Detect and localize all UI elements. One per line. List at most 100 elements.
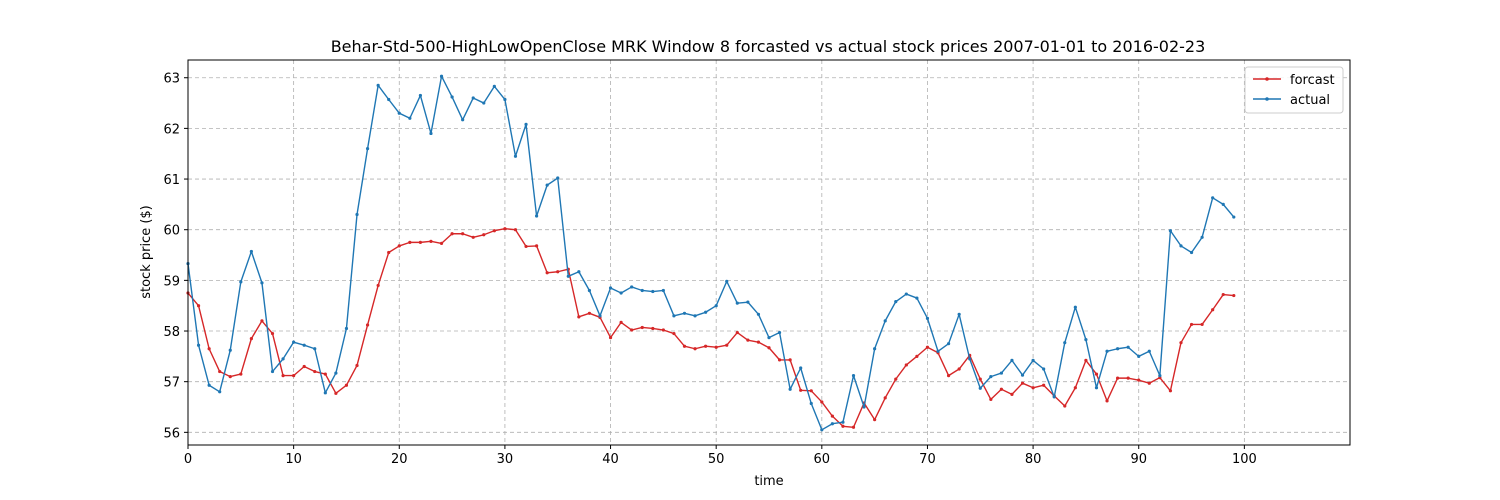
data-point-actual bbox=[883, 319, 887, 323]
data-point-forcast bbox=[661, 328, 665, 332]
data-point-actual bbox=[450, 95, 454, 99]
data-point-actual bbox=[249, 249, 253, 254]
data-point-forcast bbox=[439, 241, 444, 245]
data-point-actual bbox=[714, 304, 718, 308]
data-point-actual bbox=[851, 374, 856, 378]
y-tick-label: 59 bbox=[163, 274, 180, 289]
data-point-forcast bbox=[492, 229, 496, 233]
data-point-forcast bbox=[1010, 392, 1014, 396]
data-point-forcast bbox=[630, 328, 634, 332]
data-point-forcast bbox=[355, 363, 359, 368]
data-point-actual bbox=[788, 387, 792, 391]
data-point-forcast bbox=[672, 331, 676, 336]
data-point-actual bbox=[471, 96, 475, 100]
data-point-actual bbox=[946, 342, 951, 346]
data-point-actual bbox=[1010, 358, 1014, 362]
x-tick-label: 0 bbox=[184, 452, 192, 467]
data-point-actual bbox=[503, 97, 507, 102]
data-point-actual bbox=[1158, 374, 1162, 378]
x-tick-label: 60 bbox=[814, 452, 831, 467]
data-point-forcast bbox=[925, 345, 930, 349]
data-point-forcast bbox=[1042, 383, 1046, 387]
data-point-actual bbox=[1232, 215, 1236, 219]
data-point-forcast bbox=[608, 336, 613, 340]
data-point-actual bbox=[302, 343, 306, 347]
y-tick-label: 60 bbox=[163, 224, 180, 239]
data-point-forcast bbox=[640, 325, 644, 330]
y-axis-label: stock price ($) bbox=[139, 205, 154, 299]
data-point-forcast bbox=[799, 388, 803, 392]
data-point-actual bbox=[1063, 341, 1067, 345]
data-point-forcast bbox=[883, 396, 887, 400]
legend-label-actual: actual bbox=[1290, 93, 1330, 108]
data-point-actual bbox=[196, 343, 201, 347]
data-point-actual bbox=[482, 101, 486, 105]
y-axis: 56 57 58 59 60 61 62 63 bbox=[163, 72, 188, 441]
data-point-forcast bbox=[1031, 386, 1035, 390]
data-point-forcast bbox=[376, 283, 380, 288]
data-point-forcast bbox=[946, 374, 951, 378]
data-point-forcast bbox=[767, 346, 771, 350]
data-point-actual bbox=[1168, 229, 1173, 233]
data-point-forcast bbox=[408, 240, 412, 244]
data-point-forcast bbox=[619, 320, 623, 325]
data-point-actual bbox=[1126, 345, 1130, 349]
data-point-actual bbox=[461, 118, 465, 122]
data-point-forcast bbox=[1179, 341, 1183, 345]
data-point-forcast bbox=[873, 418, 877, 422]
data-point-forcast bbox=[820, 400, 824, 404]
data-point-actual bbox=[989, 375, 993, 379]
y-tick-label: 62 bbox=[163, 122, 180, 137]
data-point-forcast bbox=[693, 347, 697, 351]
data-point-forcast bbox=[746, 338, 750, 342]
data-point-actual bbox=[756, 312, 761, 316]
data-point-actual bbox=[1094, 386, 1099, 390]
data-point-actual bbox=[661, 288, 665, 293]
data-point-actual bbox=[365, 147, 370, 151]
x-tick-label: 20 bbox=[391, 452, 408, 467]
data-point-forcast bbox=[1063, 404, 1067, 408]
x-tick-label: 70 bbox=[919, 452, 936, 467]
data-point-actual bbox=[640, 288, 644, 293]
x-tick-label: 10 bbox=[285, 452, 302, 467]
data-point-forcast bbox=[1221, 292, 1225, 297]
data-point-actual bbox=[777, 330, 782, 335]
data-point-actual bbox=[556, 176, 560, 180]
data-point-forcast bbox=[260, 319, 264, 323]
data-point-forcast bbox=[1073, 386, 1077, 390]
y-tick-label: 56 bbox=[163, 426, 180, 441]
data-point-forcast bbox=[1147, 381, 1151, 385]
data-point-forcast bbox=[1232, 293, 1236, 298]
series-line-actual bbox=[187, 75, 1235, 431]
data-point-forcast bbox=[830, 414, 834, 418]
data-point-actual bbox=[1084, 338, 1088, 342]
data-point-forcast bbox=[1137, 378, 1141, 382]
data-point-forcast bbox=[587, 311, 592, 315]
data-point-actual bbox=[397, 111, 401, 115]
data-point-forcast bbox=[513, 228, 518, 232]
data-point-actual bbox=[344, 326, 349, 331]
data-point-actual bbox=[218, 390, 222, 394]
data-point-forcast bbox=[894, 377, 898, 381]
data-point-actual bbox=[651, 289, 655, 294]
data-point-forcast bbox=[292, 374, 296, 378]
data-point-forcast bbox=[651, 326, 655, 331]
data-point-actual bbox=[862, 405, 866, 409]
data-point-actual bbox=[682, 311, 687, 315]
data-point-forcast bbox=[1020, 381, 1025, 385]
chart-title: Behar-Std-500-HighLowOpenClose MRK Windo… bbox=[331, 37, 1206, 56]
data-point-forcast bbox=[735, 330, 739, 335]
data-point-forcast bbox=[482, 233, 486, 237]
data-point-actual bbox=[1116, 347, 1120, 351]
data-point-forcast bbox=[1116, 376, 1120, 380]
data-point-actual bbox=[524, 122, 528, 126]
data-point-actual bbox=[1042, 367, 1046, 371]
data-point-actual bbox=[418, 93, 422, 98]
data-point-forcast bbox=[915, 354, 919, 358]
legend-marker-forcast bbox=[1265, 77, 1269, 81]
data-point-forcast bbox=[228, 375, 232, 379]
data-point-actual bbox=[207, 383, 211, 387]
data-point-forcast bbox=[524, 244, 528, 249]
data-point-actual bbox=[228, 348, 232, 352]
